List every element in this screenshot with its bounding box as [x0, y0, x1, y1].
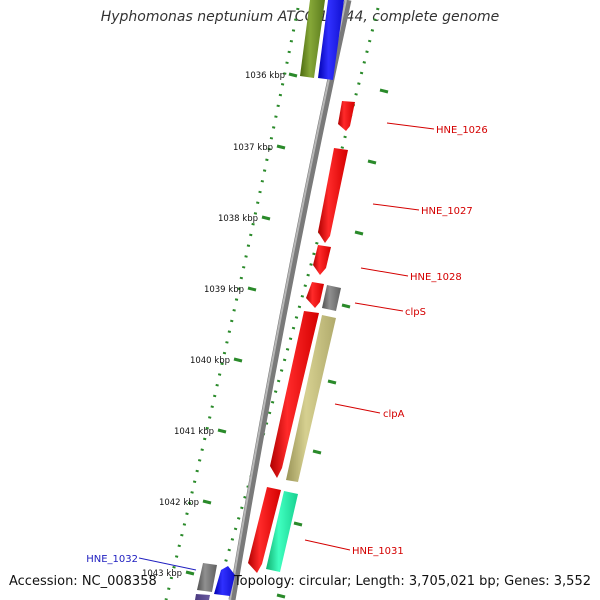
tick-mark-inner: [233, 357, 243, 363]
gene-hne-1032[interactable]: [197, 563, 217, 592]
tick-label: 1043 kbp: [142, 569, 182, 579]
tick-mark-inner: [247, 286, 257, 292]
tick-mark-inner: [202, 499, 212, 505]
tick-mark-outer: [312, 449, 322, 455]
tick-mark-inner: [288, 72, 298, 78]
tick-label: 1038 kbp: [218, 214, 258, 224]
gene-label[interactable]: HNE_1027: [421, 206, 473, 217]
tick-label: 1042 kbp: [159, 498, 199, 508]
tick-mark-outer: [293, 521, 303, 527]
gene-hne-1027[interactable]: [318, 148, 348, 243]
tick-mark-inner: [261, 215, 271, 221]
gene-label[interactable]: clpA: [383, 409, 405, 420]
gene-label[interactable]: HNE_1028: [410, 272, 462, 283]
gene-label[interactable]: HNE_1032: [86, 554, 138, 565]
gene-clps[interactable]: [306, 282, 324, 308]
tick-mark-outer: [354, 230, 364, 236]
tick-label: 1041 kbp: [174, 427, 214, 437]
tick-mark-inner: [276, 144, 286, 150]
accession-text: Accession: NC_008358: [9, 574, 157, 589]
gene-label[interactable]: HNE_1026: [436, 125, 488, 136]
tick-mark-outer: [367, 159, 377, 165]
map-title: Hyphomonas neptunium ATCC 15444, complet…: [100, 9, 500, 25]
gene-clpa-reverse[interactable]: [286, 315, 336, 482]
leader-lines: [138, 122, 435, 571]
tick-label: 1039 kbp: [204, 285, 244, 295]
gene-hne-1031[interactable]: [248, 487, 281, 573]
gene-labels: HNE_1026 HNE_1027 HNE_1028 clpS clpA HNE_1031…: [86, 125, 488, 565]
gene-clps-reverse[interactable]: [322, 285, 341, 311]
tick-mark-outer: [341, 303, 351, 309]
gene-blue-bottom[interactable]: [214, 566, 235, 596]
tick-marks: 1036 kbp 1037 kbp 1038 kbp 1039 kbp 1040 kbp…: [142, 71, 389, 599]
ruler-outer-dotted: [212, 7, 380, 600]
tick-mark-inner: [185, 570, 195, 576]
tick-label: 1037 kbp: [233, 143, 273, 153]
tick-mark-outer: [327, 379, 337, 385]
gene-clpa[interactable]: [270, 311, 319, 478]
gene-blue-top[interactable]: [318, 0, 344, 80]
tick-mark-outer: [276, 593, 286, 599]
genome-backbone-highlight: [229, 0, 347, 600]
ruler-inner-dotted: [164, 7, 300, 600]
tick-label: 1040 kbp: [190, 356, 230, 366]
genome-summary-text: Topology: circular; Length: 3,705,021 bp…: [233, 574, 591, 589]
genome-backbone: [228, 0, 352, 600]
tick-mark-inner: [217, 428, 227, 434]
gene-hne-1026[interactable]: [338, 101, 355, 131]
gene-purple-bottom[interactable]: [195, 594, 210, 600]
tick-mark-outer: [379, 88, 389, 94]
gene-label[interactable]: HNE_1031: [352, 546, 404, 557]
gene-green[interactable]: [266, 491, 298, 572]
tick-label: 1036 kbp: [245, 71, 285, 81]
gene-hne-1028[interactable]: [313, 245, 331, 275]
gene-olive-top[interactable]: [300, 0, 325, 78]
gene-label[interactable]: clpS: [405, 307, 426, 318]
